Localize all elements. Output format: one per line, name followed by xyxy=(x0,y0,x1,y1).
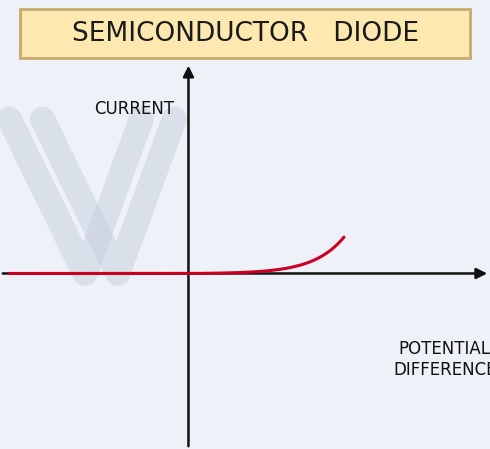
FancyBboxPatch shape xyxy=(20,9,470,58)
Text: SEMICONDUCTOR   DIODE: SEMICONDUCTOR DIODE xyxy=(72,21,418,47)
Text: CURRENT: CURRENT xyxy=(94,100,174,118)
Text: POTENTIAL
DIFFERENCE: POTENTIAL DIFFERENCE xyxy=(393,340,490,379)
